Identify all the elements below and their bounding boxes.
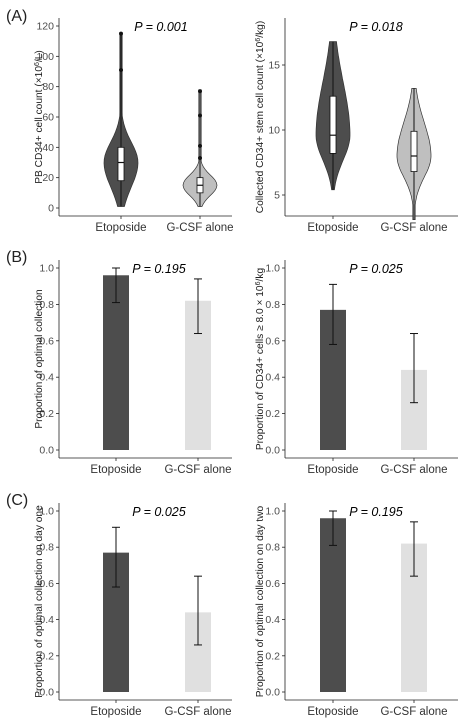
x-tick-label: Etoposide bbox=[307, 222, 358, 234]
y-tick-label: 10 bbox=[268, 125, 280, 137]
panel-label-c: (C) bbox=[6, 492, 28, 509]
x-tick-label: G-CSF alone bbox=[380, 222, 447, 234]
y-tick-label: 0.4 bbox=[39, 372, 54, 384]
y-tick-label: 0.2 bbox=[265, 408, 280, 420]
y-tick-label: 40 bbox=[42, 142, 54, 154]
y-axis-label: Collected CD34+ stem cell count (×106/kg… bbox=[255, 21, 267, 213]
y-tick-label: 120 bbox=[36, 21, 54, 33]
y-tick-label: 1.0 bbox=[265, 506, 280, 518]
y-tick-label: 0.0 bbox=[265, 445, 280, 457]
y-tick-label: 0.2 bbox=[265, 650, 280, 662]
y-tick-label: 0.6 bbox=[265, 578, 280, 590]
y-tick-label: 0.8 bbox=[265, 542, 280, 554]
violin-outlier bbox=[198, 155, 202, 160]
x-tick-label: G-CSF alone bbox=[380, 706, 447, 718]
chart-c2: 0.0 0.2 0.4 0.6 0.8 1.0 Etoposide G-CSF alone Pr… bbox=[255, 503, 458, 718]
y-tick-label: 0.2 bbox=[39, 408, 54, 420]
violin-outlier bbox=[119, 31, 123, 36]
y-tick-label: 0.0 bbox=[39, 687, 54, 699]
x-tick-label: Etoposide bbox=[90, 464, 141, 476]
y-tick-label: 1.0 bbox=[39, 263, 54, 275]
y-tick-label: 0.8 bbox=[39, 542, 54, 554]
p-value-annotation: P = 0.195 bbox=[349, 505, 402, 519]
p-value-annotation: P = 0.025 bbox=[349, 262, 402, 276]
y-tick-label: 0 bbox=[48, 203, 54, 215]
y-tick-label: 0.6 bbox=[39, 335, 54, 347]
x-tick-label: Etoposide bbox=[307, 706, 358, 718]
y-tick-label: 100 bbox=[36, 51, 54, 63]
y-axis-label: PB CD34+ cell count (×106/L) bbox=[34, 50, 46, 184]
y-tick-label: 1.0 bbox=[265, 263, 280, 275]
chart-b2: 0.0 0.2 0.4 0.6 0.8 1.0 Etoposide G-CSF alone Pr… bbox=[255, 260, 458, 476]
y-tick-label: 0.4 bbox=[265, 372, 280, 384]
panel-label-a: (A) bbox=[6, 8, 27, 25]
violin-box bbox=[410, 130, 418, 173]
p-value-annotation: P = 0.195 bbox=[132, 262, 185, 276]
y-tick-label: 20 bbox=[42, 172, 54, 184]
chart-c1: 0.0 0.2 0.4 0.6 0.8 1.0 Etoposide G-CSF alone Pr… bbox=[34, 503, 232, 718]
y-tick-label: 0.4 bbox=[265, 614, 280, 626]
y-tick-label: 0.8 bbox=[39, 299, 54, 311]
chart-a2: 5 10 15 Etoposide G-CSF alone Collected CD34+… bbox=[255, 18, 458, 234]
violin-outlier bbox=[198, 143, 202, 148]
x-tick-label: Etoposide bbox=[90, 706, 141, 718]
violin-outlier bbox=[198, 89, 202, 94]
chart-a1: 0 20 40 60 80 100 120 Etoposide G-CSF alone PB CD… bbox=[34, 18, 234, 234]
p-value-annotation: P = 0.018 bbox=[349, 20, 402, 34]
y-tick-label: 0.6 bbox=[265, 335, 280, 347]
y-tick-label: 15 bbox=[268, 60, 280, 72]
y-tick-label: 0.0 bbox=[39, 445, 54, 457]
x-tick-label: G-CSF alone bbox=[164, 706, 231, 718]
y-axis-label: Proportion of optimal collection bbox=[34, 289, 45, 428]
y-axis-label: Proportion of CD34+ cells ≥ 8.0 × 106/kg bbox=[255, 268, 267, 451]
x-tick-label: Etoposide bbox=[307, 464, 358, 476]
panel-label-b: (B) bbox=[6, 249, 27, 266]
violin-outlier bbox=[119, 67, 123, 72]
chart-b1: 0.0 0.2 0.4 0.6 0.8 1.0 Etoposide G-CSF alone Pr… bbox=[34, 260, 232, 476]
x-tick-label: G-CSF alone bbox=[164, 464, 231, 476]
y-tick-label: 1.0 bbox=[39, 506, 54, 518]
y-axis-label: Proportion of optimal collection on day … bbox=[34, 505, 45, 698]
charts-layer: 0 20 40 60 80 100 120 Etoposide G-CSF alone PB CD… bbox=[34, 18, 458, 718]
y-tick-label: 0.6 bbox=[39, 578, 54, 590]
p-value-annotation: P = 0.001 bbox=[134, 20, 187, 34]
bar bbox=[103, 275, 129, 450]
y-tick-label: 60 bbox=[42, 112, 54, 124]
x-tick-label: Etoposide bbox=[95, 222, 146, 234]
y-tick-label: 5 bbox=[274, 190, 280, 202]
y-tick-label: 0.0 bbox=[265, 687, 280, 699]
bar bbox=[320, 518, 346, 692]
violin-outlier bbox=[198, 113, 202, 118]
y-tick-label: 0.8 bbox=[265, 299, 280, 311]
y-axis-label: Proportion of optimal collection on day … bbox=[255, 505, 266, 697]
p-value-annotation: P = 0.025 bbox=[132, 505, 185, 519]
y-tick-label: 80 bbox=[42, 81, 54, 93]
violin-box bbox=[329, 95, 337, 154]
violin-box bbox=[117, 146, 125, 182]
y-tick-label: 0.4 bbox=[39, 614, 54, 626]
x-tick-label: G-CSF alone bbox=[380, 464, 447, 476]
x-tick-label: G-CSF alone bbox=[166, 222, 233, 234]
y-tick-label: 0.2 bbox=[39, 650, 54, 662]
